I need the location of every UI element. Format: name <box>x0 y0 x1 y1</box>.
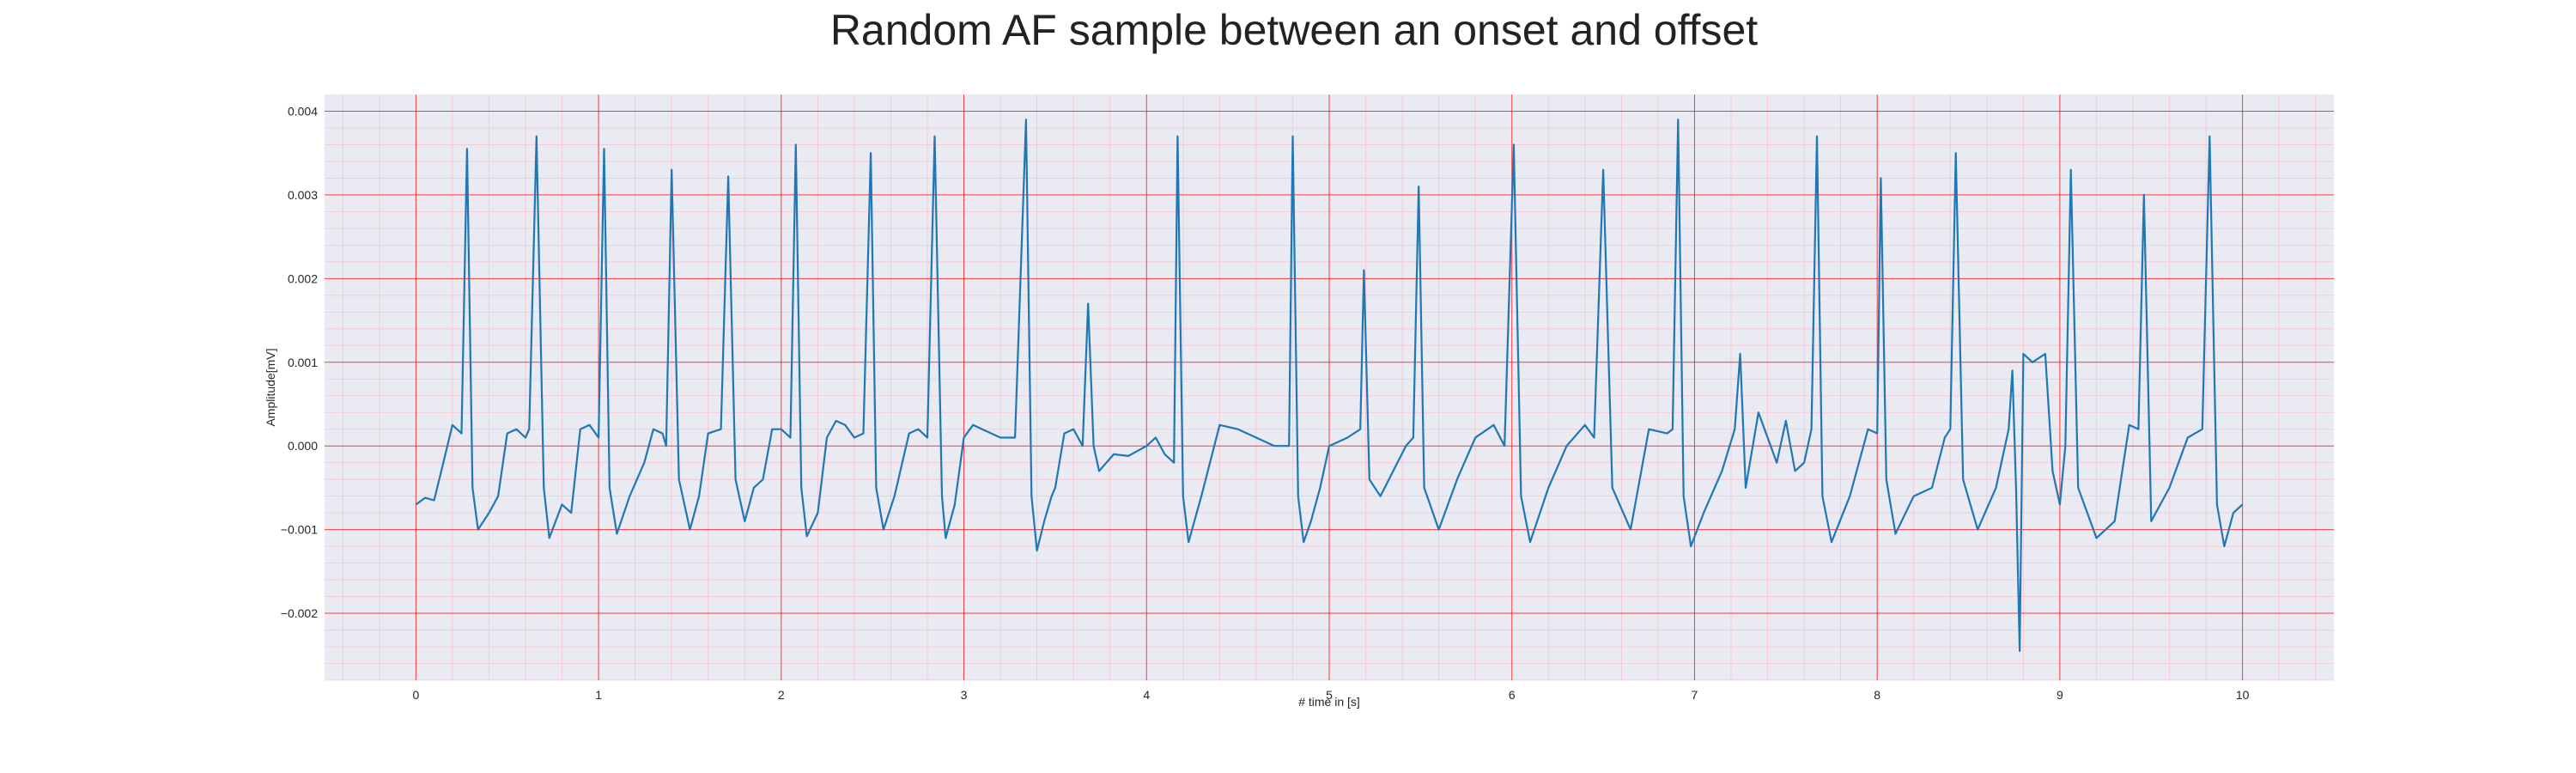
x-tick-label: 8 <box>1874 688 1880 702</box>
y-tick-label: 0.002 <box>288 271 318 285</box>
x-tick-label: 4 <box>1143 688 1150 702</box>
y-tick-label: 0.001 <box>288 356 318 369</box>
y-tick-label: 0.004 <box>288 104 318 118</box>
x-tick-label: 2 <box>778 688 785 702</box>
y-tick-label: −0.002 <box>281 606 318 620</box>
y-axis-ticks: −0.002 −0.001 0.000 0.001 0.002 0.003 0.004 <box>281 104 318 620</box>
chart-title: Random AF sample between an onset and of… <box>830 6 1758 54</box>
x-tick-label: 6 <box>1509 688 1516 702</box>
y-tick-label: 0.003 <box>288 188 318 202</box>
x-axis-label: # time in [s] <box>1298 695 1360 709</box>
x-tick-label: 5 <box>1326 688 1333 702</box>
y-axis-label: Amplitude[mV] <box>264 348 277 426</box>
y-tick-label: −0.001 <box>281 523 318 537</box>
y-tick-label: 0.000 <box>288 439 318 453</box>
x-tick-label: 9 <box>2057 688 2063 702</box>
x-tick-label: 0 <box>412 688 419 702</box>
x-tick-label: 7 <box>1692 688 1698 702</box>
x-axis-ticks: 0 1 2 3 4 5 6 7 8 9 10 <box>412 688 2249 702</box>
x-tick-label: 3 <box>961 688 968 702</box>
ecg-signal-line <box>415 119 2244 652</box>
x-tick-label: 10 <box>2236 688 2250 702</box>
x-tick-label: 1 <box>595 688 602 702</box>
